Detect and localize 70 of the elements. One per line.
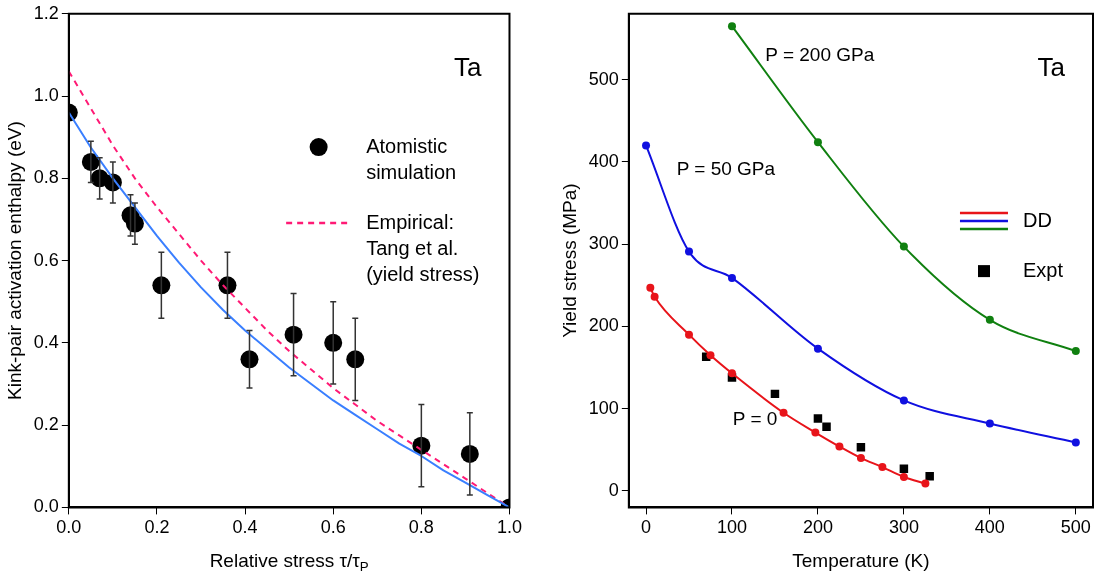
x-tick-label: 0.6 bbox=[320, 517, 346, 538]
point bbox=[1071, 347, 1080, 356]
x-tick-label: 0.4 bbox=[232, 517, 258, 538]
point bbox=[727, 273, 736, 282]
point bbox=[822, 422, 831, 432]
y-tick-label: 0.4 bbox=[33, 331, 59, 352]
point bbox=[899, 472, 908, 481]
point bbox=[811, 428, 820, 437]
x-tick-label: 200 bbox=[802, 517, 833, 538]
x-tick-label: 0.8 bbox=[408, 517, 434, 538]
y-tick-label: 0.8 bbox=[33, 167, 59, 188]
y-tick-label: 0.0 bbox=[33, 496, 59, 517]
point bbox=[1071, 438, 1080, 447]
y-tick-label: 100 bbox=[588, 397, 619, 418]
annotation: Ta bbox=[454, 51, 483, 82]
point bbox=[240, 350, 259, 369]
y-tick-label: 500 bbox=[588, 68, 619, 89]
annotation: Ta bbox=[1037, 51, 1066, 82]
point bbox=[685, 330, 693, 339]
point bbox=[727, 22, 736, 31]
y-tick-label: 0 bbox=[608, 479, 619, 500]
y-tick-label: 1.0 bbox=[33, 85, 59, 106]
x-tick-label: 500 bbox=[1060, 517, 1091, 538]
y-tick-label: 300 bbox=[588, 233, 619, 254]
point bbox=[152, 276, 171, 295]
point bbox=[706, 351, 715, 360]
point bbox=[727, 369, 736, 378]
y-tick-label: 200 bbox=[588, 315, 619, 336]
series-label: P = 50 GPa bbox=[676, 157, 776, 179]
point bbox=[646, 283, 655, 292]
series-label: P = 0 bbox=[732, 407, 778, 429]
point bbox=[650, 292, 659, 301]
y-axis-title: Yield stress (MPa) bbox=[558, 183, 580, 338]
point bbox=[642, 141, 651, 150]
point bbox=[985, 419, 994, 428]
y-tick-label: 0.2 bbox=[33, 414, 59, 435]
point bbox=[985, 315, 994, 324]
x-tick-label: 400 bbox=[974, 517, 1005, 538]
point bbox=[685, 247, 693, 256]
point bbox=[813, 414, 823, 423]
point bbox=[346, 350, 365, 369]
x-tick-label: 0.0 bbox=[56, 517, 82, 538]
point bbox=[878, 463, 887, 472]
legend-label: Empirical: Tang et al. (yield stress) bbox=[366, 210, 480, 285]
point bbox=[899, 396, 908, 405]
point bbox=[856, 443, 866, 452]
y-tick-label: 1.2 bbox=[33, 2, 59, 23]
x-tick-label: 100 bbox=[716, 517, 747, 538]
legend-label: Atomistic simulation bbox=[366, 134, 457, 183]
point bbox=[856, 454, 865, 463]
point bbox=[925, 471, 934, 481]
point bbox=[813, 344, 822, 353]
point bbox=[779, 408, 788, 417]
point bbox=[899, 464, 909, 473]
y-axis-title: Kink-pair activation enthalpy (eV) bbox=[3, 121, 25, 401]
x-tick-label: 300 bbox=[888, 517, 919, 538]
series-label: P = 200 GPa bbox=[765, 44, 875, 66]
legend-label: Expt bbox=[1022, 258, 1064, 281]
x-tick-label: 0 bbox=[641, 517, 652, 538]
point bbox=[284, 325, 303, 344]
point bbox=[813, 138, 822, 147]
y-tick-label: 0.6 bbox=[33, 249, 59, 270]
y-tick-label: 400 bbox=[588, 150, 619, 171]
legend-title: DD bbox=[1022, 208, 1052, 231]
point bbox=[921, 479, 930, 488]
point bbox=[835, 442, 844, 451]
x-axis-title: Temperature (K) bbox=[792, 550, 930, 572]
point bbox=[899, 242, 908, 251]
x-tick-label: 1.0 bbox=[496, 517, 522, 538]
x-tick-label: 0.2 bbox=[144, 517, 170, 538]
